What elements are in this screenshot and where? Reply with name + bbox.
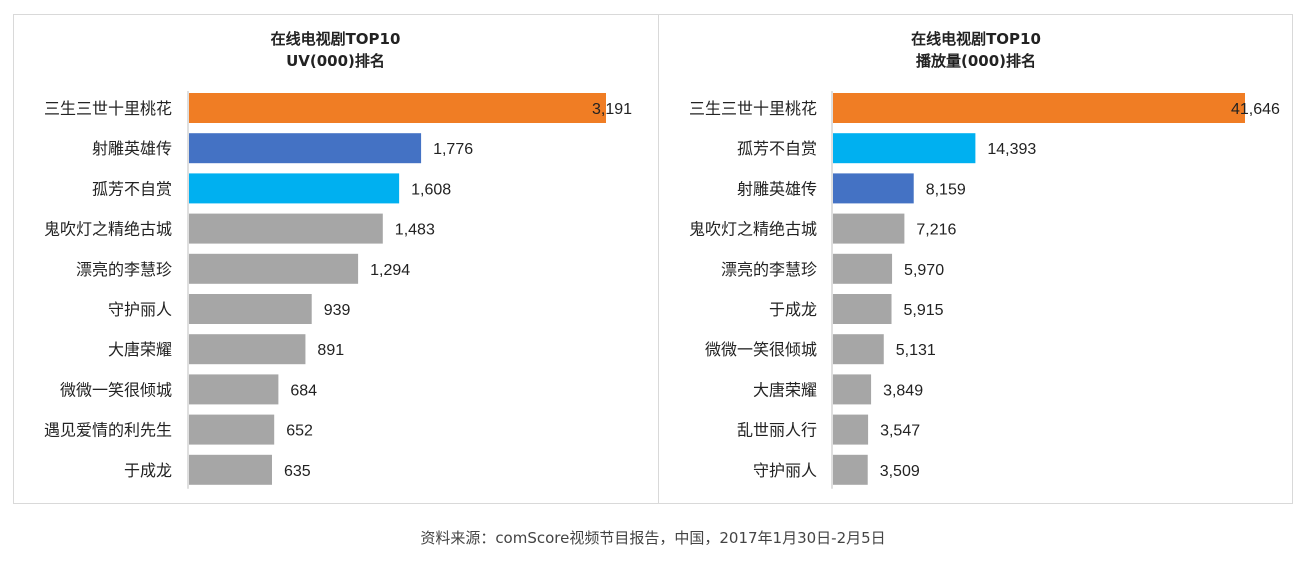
uv-bar bbox=[189, 173, 400, 204]
uv-bar bbox=[189, 294, 312, 324]
uv-bar bbox=[189, 414, 275, 445]
charts-frame bbox=[13, 14, 1293, 504]
plays-value-label: 3,849 bbox=[883, 382, 923, 399]
plays-bar-chart: 三生三世十里桃花 41,646 孤芳不自赏 14,393 射雕英雄传 8,159 鬼吹灯之精… bbox=[689, 91, 1280, 489]
uv-bar-chart: 三生三世十里桃花 3,191 射雕英雄传 1,776 孤芳不自赏 1,608 鬼吹灯之精绝古… bbox=[44, 91, 632, 489]
uv-category-label: 漂亮的李慧珍 bbox=[76, 260, 172, 279]
plays-value-label: 8,159 bbox=[926, 181, 966, 198]
plays-value-label: 3,509 bbox=[880, 463, 920, 480]
uv-bar bbox=[189, 133, 422, 164]
plays-value-label: 5,915 bbox=[904, 302, 944, 319]
uv-chart-title-line1: 在线电视剧TOP10 bbox=[270, 30, 401, 48]
plays-bar bbox=[833, 253, 893, 284]
uv-value-label: 939 bbox=[324, 302, 351, 319]
uv-bar bbox=[189, 454, 272, 485]
uv-value-label: 1,483 bbox=[395, 222, 435, 239]
plays-category-label: 大唐荣耀 bbox=[753, 380, 817, 399]
uv-ranking-panel: 在线电视剧TOP10 UV(000)排名 三生三世十里桃花 3,191 射雕英雄传 1… bbox=[13, 14, 658, 504]
plays-chart-title: 在线电视剧TOP10 播放量(000)排名 bbox=[659, 28, 1293, 72]
plays-bar bbox=[833, 93, 1245, 123]
plays-chart-title-line2: 播放量(000)排名 bbox=[915, 52, 1037, 70]
uv-category-label: 大唐荣耀 bbox=[108, 340, 172, 359]
plays-category-label: 守护丽人 bbox=[753, 461, 817, 480]
plays-value-label: 3,547 bbox=[880, 423, 920, 440]
uv-chart-title-line2: UV(000)排名 bbox=[286, 52, 385, 70]
plays-category-label: 乱世丽人行 bbox=[737, 421, 817, 440]
uv-bar bbox=[189, 93, 606, 123]
plays-bar bbox=[833, 414, 869, 445]
plays-value-label: 5,131 bbox=[896, 342, 936, 359]
plays-category-label: 微微一笑很倾城 bbox=[705, 340, 817, 359]
plays-bar bbox=[833, 334, 884, 365]
uv-category-label: 于成龙 bbox=[124, 461, 172, 480]
source-note: 资料来源：comScore视频节目报告，中国，2017年1月30日-2月5日 bbox=[420, 529, 886, 547]
uv-category-label: 鬼吹灯之精绝古城 bbox=[44, 220, 172, 239]
plays-category-label: 孤芳不自赏 bbox=[737, 139, 817, 158]
uv-value-label: 635 bbox=[284, 463, 311, 480]
uv-value-label: 3,191 bbox=[592, 101, 632, 118]
plays-category-label: 三生三世十里桃花 bbox=[689, 99, 817, 118]
plays-value-label: 5,970 bbox=[904, 262, 944, 279]
plays-bar bbox=[833, 213, 905, 244]
uv-bar bbox=[189, 253, 359, 284]
plays-category-label: 漂亮的李慧珍 bbox=[721, 260, 817, 279]
plays-chart-title-line1: 在线电视剧TOP10 bbox=[911, 30, 1041, 48]
uv-category-label: 遇见爱情的利先生 bbox=[44, 421, 172, 440]
uv-bar bbox=[189, 334, 306, 365]
uv-category-label: 微微一笑很倾城 bbox=[60, 380, 172, 399]
uv-chart-title: 在线电视剧TOP10 UV(000)排名 bbox=[13, 28, 658, 72]
plays-category-label: 射雕英雄传 bbox=[737, 179, 817, 198]
plays-value-label: 7,216 bbox=[916, 222, 956, 239]
uv-category-label: 守护丽人 bbox=[108, 300, 172, 319]
uv-value-label: 652 bbox=[286, 423, 313, 440]
plays-bar bbox=[833, 173, 914, 204]
uv-category-label: 射雕英雄传 bbox=[92, 139, 172, 158]
uv-value-label: 1,608 bbox=[411, 181, 451, 198]
plays-ranking-panel: 在线电视剧TOP10 播放量(000)排名 三生三世十里桃花 41,646 孤芳不自… bbox=[659, 14, 1293, 504]
uv-category-label: 孤芳不自赏 bbox=[92, 179, 172, 198]
plays-value-label: 41,646 bbox=[1231, 101, 1280, 118]
plays-bar bbox=[833, 374, 872, 405]
plays-bar bbox=[833, 454, 868, 485]
uv-value-label: 684 bbox=[290, 382, 317, 399]
plays-bar bbox=[833, 133, 976, 164]
plays-value-label: 14,393 bbox=[987, 141, 1036, 158]
uv-value-label: 891 bbox=[317, 342, 344, 359]
panel-divider bbox=[658, 14, 659, 504]
uv-bar bbox=[189, 374, 279, 405]
uv-value-label: 1,776 bbox=[433, 141, 473, 158]
uv-category-label: 三生三世十里桃花 bbox=[44, 99, 172, 118]
uv-bar bbox=[189, 213, 383, 244]
plays-category-label: 于成龙 bbox=[769, 300, 817, 319]
plays-category-label: 鬼吹灯之精绝古城 bbox=[689, 220, 817, 239]
uv-value-label: 1,294 bbox=[370, 262, 410, 279]
plays-bar bbox=[833, 294, 892, 324]
